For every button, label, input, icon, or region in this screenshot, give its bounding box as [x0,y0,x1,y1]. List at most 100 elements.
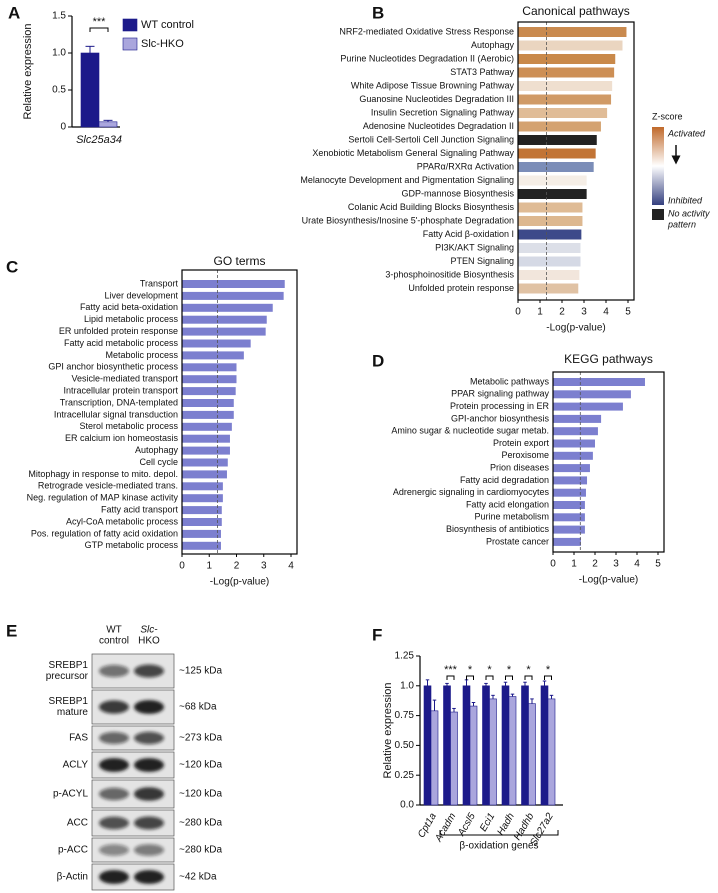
bar [182,315,267,324]
bar [521,685,529,806]
category-label: STAT3 Pathway [450,67,514,77]
size-label: ~42 kDa [179,872,217,883]
category-label: Transcription, DNA-templated [60,397,178,407]
category-label: Autophagy [135,445,179,455]
bar [182,494,223,503]
bar [518,94,612,105]
blot-band [134,870,164,884]
chart-title: Canonical pathways [522,4,629,18]
significance-label: * [507,664,512,676]
panel-letter: D [372,351,384,370]
x-tick-label: 5 [655,559,661,570]
category-label: Fatty acid transport [101,504,179,514]
category-label: Purine metabolism [474,512,549,522]
bar [182,458,228,467]
significance-label: * [487,664,492,676]
blot-band [134,700,164,714]
x-tick-label: 1 [206,561,212,572]
x-tick-label: 2 [559,307,565,318]
chart-title: GO terms [213,254,265,268]
blot-band [134,758,164,772]
category-label: Amino sugar & nucleotide sugar metab. [391,426,549,436]
bar [182,399,234,407]
bar [182,470,227,479]
bar [182,327,266,336]
x-tick-label: 0 [179,561,185,572]
column-header: HKO [138,636,160,647]
protein-label: p-ACYL [53,789,88,800]
bar [182,434,230,443]
bar [553,488,586,497]
category-label: GTP metabolic process [85,540,179,550]
bar [182,529,221,538]
significance-bracket [544,675,552,680]
x-tick-label: Eci1 [478,811,497,833]
category-label: 3-phosphoinositide Biosynthesis [385,269,514,279]
x-tick-label: 2 [592,559,598,570]
chart-title: KEGG pathways [564,352,653,366]
category-label: Protein export [493,438,550,448]
category-label: Acyl-CoA metabolic process [66,516,179,526]
category-label: PPAR signaling pathway [451,389,549,399]
bar [518,216,583,226]
size-label: ~120 kDa [179,789,223,800]
panel-letter: C [6,257,18,276]
significance-bracket [446,675,455,680]
plot-frame [517,21,635,301]
bar [518,283,579,294]
blot-band [99,758,129,772]
x-axis-label: -Log(p-value) [546,323,605,334]
column-header: control [99,636,129,647]
significance-label: * [526,664,531,676]
x-tick-label: 4 [634,559,640,570]
y-tick-label: 0.25 [395,770,415,781]
significance-label: *** [93,16,107,28]
bar [518,162,594,172]
bar [182,541,221,550]
bar [182,422,232,431]
bar [182,375,237,384]
x-axis-label: β-oxidation genes [459,841,538,852]
category-label: Sterol metabolic process [79,421,178,431]
size-label: ~280 kDa [179,818,223,829]
category-label: Fatty acid degradation [460,475,549,485]
legend-label: WT control [141,19,194,31]
blot-band [134,844,164,856]
bar [518,54,616,64]
x-tick-label: 2 [234,561,240,572]
category-label: Lipid metabolic process [84,314,179,324]
bar [98,121,118,128]
bar [182,351,244,360]
category-label: GDP-mannose Biosynthesis [401,188,514,198]
bar [540,685,549,806]
size-label: ~125 kDa [179,666,223,677]
bar [518,121,601,132]
legend-label: Activated [667,128,706,138]
bar [182,339,251,348]
bar [553,501,585,509]
bar [469,705,478,806]
blot-band [99,700,129,714]
legend-label: pattern [667,219,696,229]
bar [450,711,458,806]
protein-label: β-Actin [57,872,88,883]
bar [553,451,593,460]
x-tick-label: 0 [515,307,521,318]
blot-band [99,664,129,678]
category-label: Biosynthesis of antibiotics [446,524,550,534]
panel-letter: B [372,3,384,22]
x-tick-label: 5 [625,307,631,318]
legend-title: Z-score [652,111,683,121]
y-tick-label: 1.0 [52,48,66,59]
category-label: ER unfolded protein response [59,326,178,336]
y-tick-label: 0 [60,122,66,133]
legend-label: No activity [668,208,710,218]
legend-swatch [122,18,138,32]
bar [518,67,615,78]
category-label: GPI-anchor biosynthesis [451,413,550,423]
bar [489,698,497,806]
bar [508,696,517,806]
category-label: Pos. regulation of fatty acid oxidation [31,528,178,538]
bar [518,243,581,253]
bar [518,189,587,199]
